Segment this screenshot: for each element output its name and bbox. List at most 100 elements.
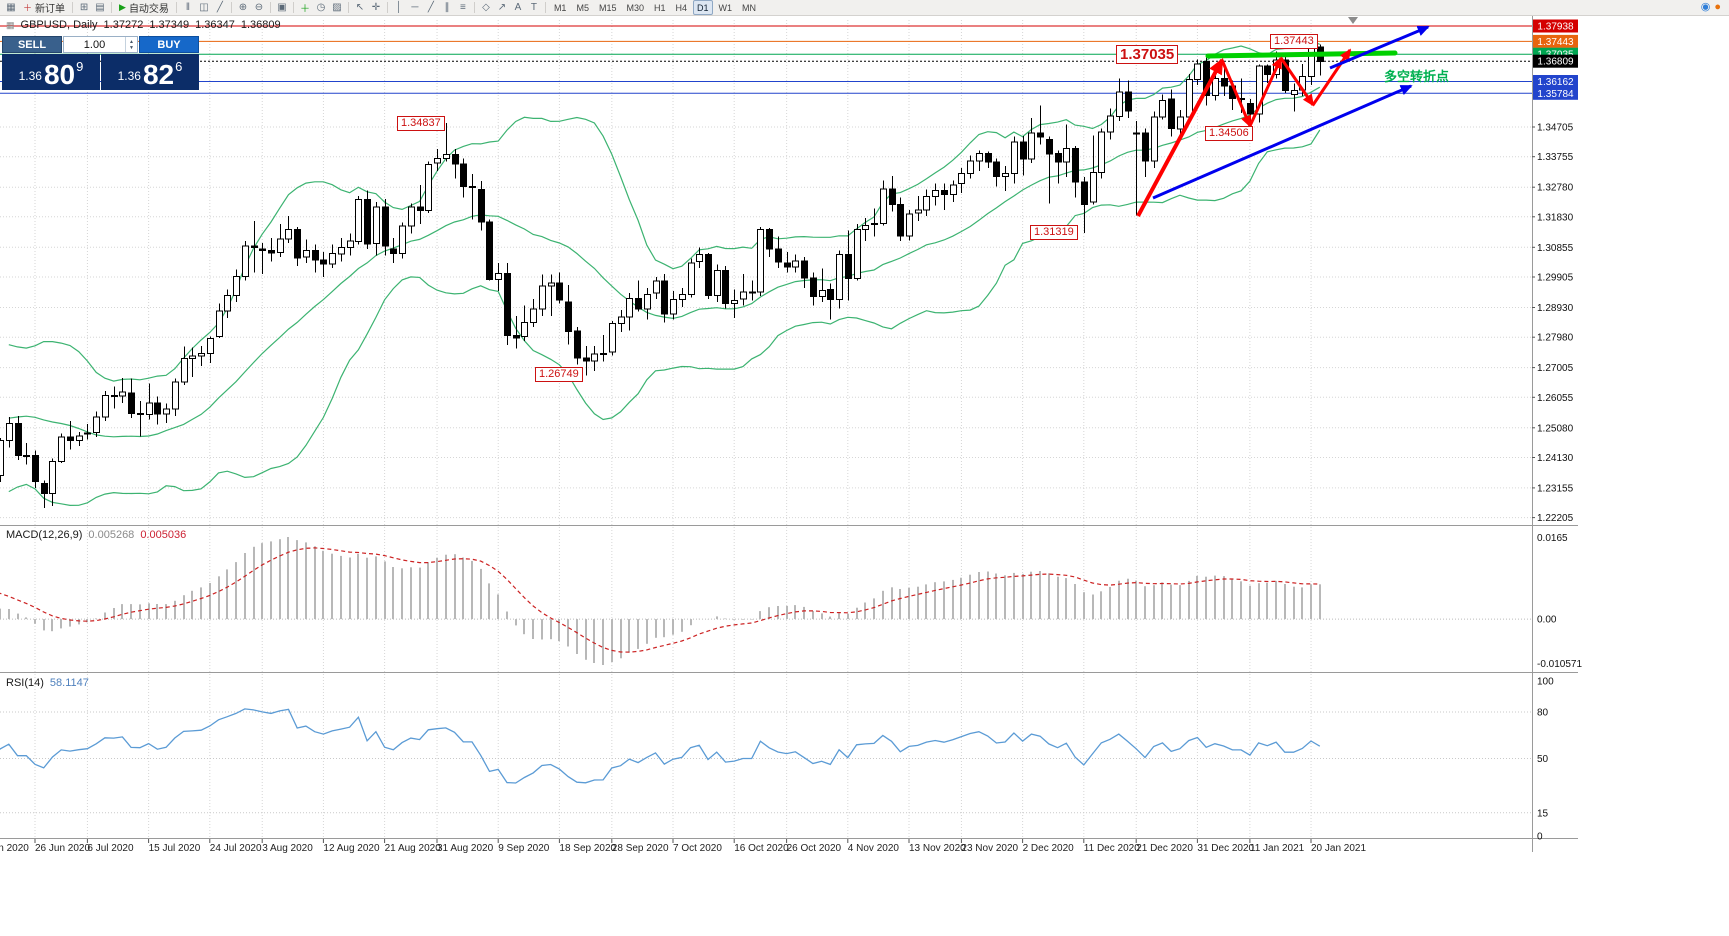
- indicators-icon[interactable]: ＋: [299, 4, 310, 15]
- autotrading-button[interactable]: ▶ 自动交易: [115, 1, 173, 15]
- svg-text:20 Jan 2021: 20 Jan 2021: [1311, 843, 1366, 854]
- bid-pip-digit: 9: [76, 59, 84, 74]
- text-icon[interactable]: A: [514, 2, 522, 13]
- sell-button[interactable]: SELL: [2, 36, 62, 53]
- timeframe-m1[interactable]: M1: [553, 2, 567, 13]
- zoom-out-icon[interactable]: ⊖: [254, 2, 264, 13]
- volume-up-icon[interactable]: ▲: [129, 38, 134, 45]
- svg-text:6 Jul 2020: 6 Jul 2020: [87, 843, 134, 854]
- shapes-icon[interactable]: ◇: [482, 2, 490, 13]
- notification-icon[interactable]: ●: [1714, 1, 1721, 13]
- toolbar-separator: [386, 2, 388, 13]
- svg-text:1.32780: 1.32780: [1537, 183, 1574, 194]
- macd-main-value: 0.005268: [88, 529, 135, 541]
- svg-text:4 Nov 2020: 4 Nov 2020: [848, 843, 900, 854]
- grid-layer: [0, 20, 1532, 838]
- chart-window-icon[interactable]: ▦: [6, 2, 16, 13]
- bid-main-digits: 80: [43, 59, 76, 90]
- text-label-icon[interactable]: T: [530, 2, 537, 13]
- rsi-value: 58.1147: [49, 677, 89, 689]
- horizontal-line-icon[interactable]: ─: [411, 2, 419, 13]
- volume-stepper[interactable]: ▲ ▼: [125, 37, 137, 52]
- chart-symbol-period: GBPUSD, Daily: [20, 19, 98, 31]
- svg-text:26 Jun 2020: 26 Jun 2020: [35, 843, 90, 854]
- svg-text:13 Nov 2020: 13 Nov 2020: [909, 843, 966, 854]
- price-callout[interactable]: 1.37035: [1116, 45, 1179, 64]
- price-callout[interactable]: 1.31319: [1030, 225, 1078, 240]
- svg-text:50: 50: [1537, 754, 1549, 765]
- svg-text:1.27980: 1.27980: [1537, 333, 1574, 344]
- svg-text:16 Oct 2020: 16 Oct 2020: [734, 843, 789, 854]
- channel-icon[interactable]: ∥: [444, 2, 450, 13]
- svg-text:1.26055: 1.26055: [1537, 393, 1574, 404]
- toolbar: ▦ ＋新订单 ⊞ ▤ ▶ 自动交易 ‖ ◫ ╱ ⊕ ⊖ ▣ ＋ ◷ ▨ ↖ ✛ │ ─ ╱ ∥ ≡ ◇ ↗ A T M1 M5 M15 M…: [0, 0, 1729, 16]
- toolbar-separator: [111, 2, 113, 13]
- price-callout[interactable]: 1.34837: [397, 116, 445, 131]
- fibonacci-icon[interactable]: ≡: [460, 2, 466, 13]
- ohlc-open: 1.37272: [103, 19, 144, 31]
- autotrading-button-label: 自动交易: [128, 4, 169, 15]
- svg-text:1.31830: 1.31830: [1537, 212, 1574, 223]
- periods-icon[interactable]: ◷: [316, 2, 326, 13]
- svg-text:1.27005: 1.27005: [1537, 363, 1574, 374]
- svg-text:15 Jul 2020: 15 Jul 2020: [149, 843, 201, 854]
- svg-text:15: 15: [1537, 808, 1549, 819]
- timeframe-h1[interactable]: H1: [654, 2, 666, 13]
- svg-text:17 Jun 2020: 17 Jun 2020: [0, 843, 29, 854]
- one-click-trading-widget: SELL 1.00 ▲ ▼ BUY 1.36 80 9 1.36 82 6: [2, 36, 199, 90]
- timeframe-mn[interactable]: MN: [742, 2, 757, 13]
- bid-prefix: 1.36: [18, 69, 42, 83]
- timeframe-w1[interactable]: W1: [718, 2, 733, 13]
- templates-icon[interactable]: ▨: [332, 2, 342, 13]
- price-callout[interactable]: 1.34506: [1205, 126, 1253, 141]
- svg-text:1.30855: 1.30855: [1537, 243, 1574, 254]
- toolbar-separator: [292, 2, 294, 13]
- volume-value[interactable]: 1.00: [83, 38, 106, 51]
- drawings-layer: [1136, 25, 1430, 217]
- volume-field[interactable]: 1.00 ▲ ▼: [63, 36, 138, 53]
- svg-text:31 Dec 2020: 31 Dec 2020: [1197, 843, 1254, 854]
- crosshair-icon[interactable]: ✛: [371, 2, 381, 13]
- ask-main-digits: 82: [142, 59, 175, 90]
- arrow-tool-icon[interactable]: ↗: [497, 2, 507, 13]
- bid-price-box[interactable]: 1.36 80 9: [2, 54, 100, 90]
- svg-text:1.36809: 1.36809: [1537, 57, 1574, 68]
- svg-text:21 Aug 2020: 21 Aug 2020: [385, 843, 442, 854]
- cursor-icon[interactable]: ↖: [355, 2, 365, 13]
- ask-price-box[interactable]: 1.36 82 6: [101, 54, 199, 90]
- charts-grid-icon[interactable]: ⊞: [79, 2, 89, 13]
- trendline-icon[interactable]: ╱: [427, 2, 434, 13]
- zoom-in-icon[interactable]: ⊕: [238, 2, 248, 13]
- new-order-button[interactable]: ＋新订单: [19, 1, 69, 15]
- price-callout[interactable]: 1.26749: [535, 367, 583, 382]
- bar-chart-icon[interactable]: ‖: [185, 2, 190, 13]
- turning-point-note[interactable]: 多空转折点: [1384, 69, 1450, 84]
- volume-down-icon[interactable]: ▼: [129, 44, 134, 51]
- profiles-icon[interactable]: ▤: [95, 2, 105, 13]
- ohlc-high: 1.37349: [149, 19, 190, 31]
- line-chart-icon[interactable]: ╱: [216, 2, 223, 13]
- timeframe-m15[interactable]: M15: [598, 2, 617, 13]
- tile-windows-icon[interactable]: ▣: [277, 2, 287, 13]
- rsi-indicator-label: RSI(14) 58.1147: [6, 677, 89, 689]
- svg-text:2 Dec 2020: 2 Dec 2020: [1023, 843, 1075, 854]
- toolbar-separator: [544, 2, 546, 13]
- timeframe-d1[interactable]: D1: [693, 0, 713, 15]
- svg-text:11 Dec 2020: 11 Dec 2020: [1084, 843, 1140, 854]
- buy-button[interactable]: BUY: [139, 36, 199, 53]
- ohlc-low: 1.36347: [195, 19, 235, 31]
- macd-signal-value: 0.005036: [140, 529, 187, 541]
- vertical-line-icon[interactable]: │: [395, 2, 403, 13]
- candlestick-chart-icon[interactable]: ◫: [199, 2, 209, 13]
- timeframe-h4[interactable]: H4: [675, 2, 688, 13]
- svg-text:80: 80: [1537, 708, 1549, 719]
- community-icon[interactable]: ◉: [1700, 1, 1711, 13]
- price-callout[interactable]: 1.37443: [1270, 34, 1318, 49]
- timeframe-m5[interactable]: M5: [576, 2, 589, 13]
- timeframe-m30[interactable]: M30: [626, 2, 644, 13]
- candles-layer: [0, 44, 1324, 508]
- svg-text:12 Aug 2020: 12 Aug 2020: [323, 843, 380, 854]
- bollinger-layer: [8, 39, 1321, 507]
